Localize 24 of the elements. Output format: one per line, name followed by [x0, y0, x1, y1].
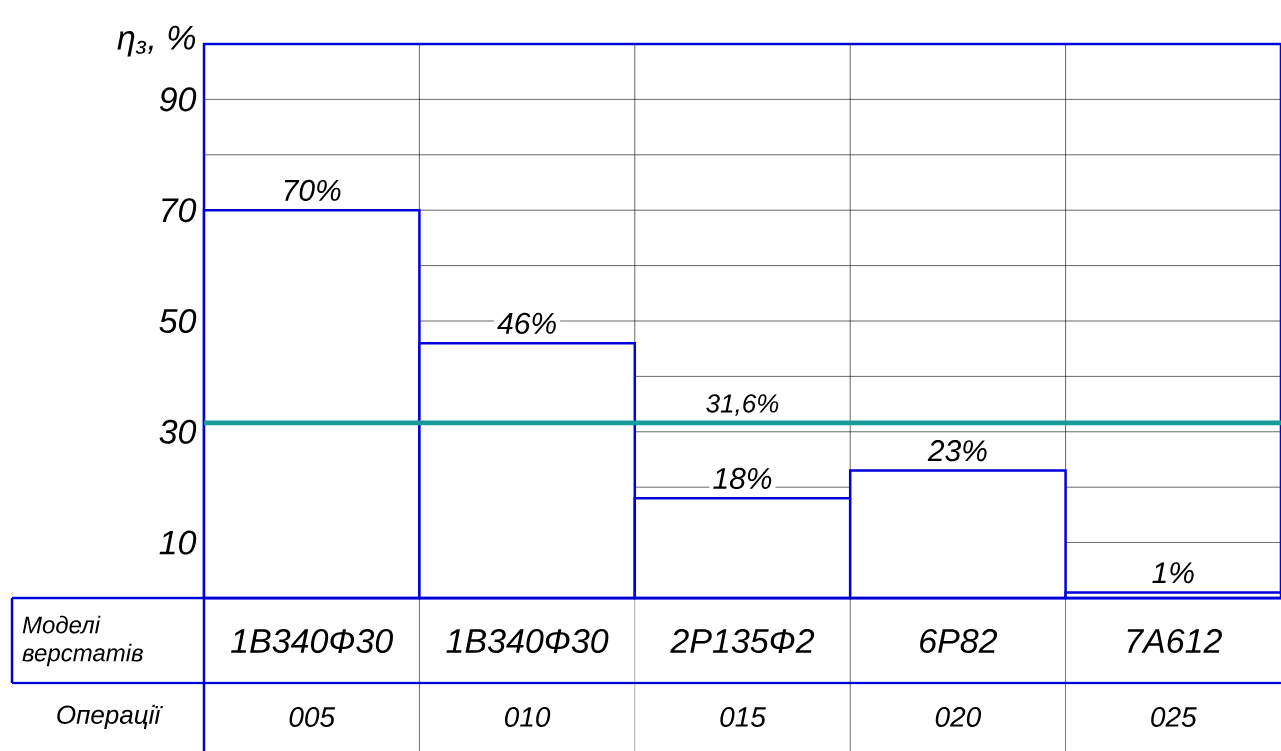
text: 020	[935, 707, 982, 727]
text: 010	[504, 707, 551, 727]
text: 025	[1151, 707, 1197, 727]
data-label: 70%	[284, 179, 341, 201]
y-tick-label: 30	[159, 419, 197, 444]
x-tick-label: 6Р82	[920, 628, 998, 654]
text: 005	[289, 707, 336, 727]
x-axis-title: Моделі верстатів	[22, 615, 143, 667]
x-tick-label: 1В340Ф30	[231, 628, 393, 654]
text: Операції	[57, 704, 163, 730]
x-tick-label: 1В340Ф30	[446, 628, 609, 654]
ref-line-label: 31,6%	[706, 394, 779, 416]
data-label: 1%	[1152, 562, 1194, 584]
y-tick-label: 90	[159, 87, 197, 112]
y-tick-label: 50	[159, 308, 197, 334]
x-tick-label: 2Р135Ф2	[670, 628, 815, 654]
y-tick-label: 70	[162, 198, 197, 223]
text: 015	[720, 707, 766, 727]
x-tick-label: 7А612	[1127, 628, 1222, 654]
data-label: 18%	[713, 467, 772, 490]
y-axis-title: η$_{з}$, %	[117, 25, 195, 57]
data-label: 23%	[927, 440, 987, 462]
y-tick-label: 10	[159, 530, 197, 555]
data-label: 46%	[497, 312, 556, 334]
